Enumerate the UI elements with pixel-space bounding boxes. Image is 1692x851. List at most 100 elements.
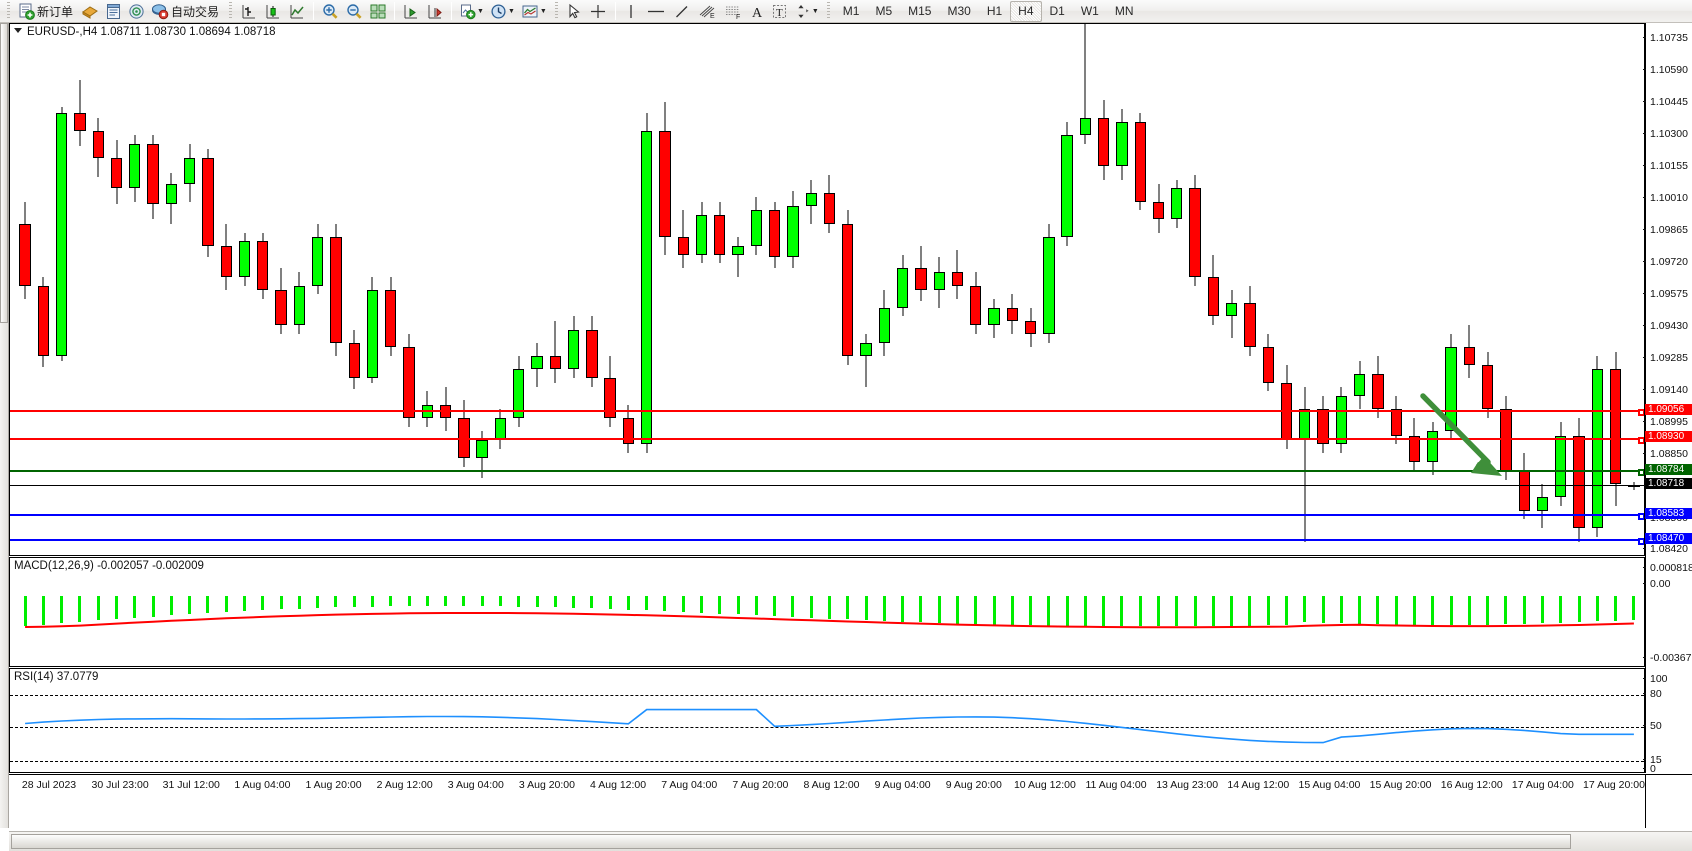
macd-bar xyxy=(133,596,137,618)
bar-chart-button[interactable] xyxy=(237,1,261,22)
tile-windows-button[interactable] xyxy=(366,1,390,22)
macd-bar xyxy=(261,596,265,611)
svg-text:A: A xyxy=(752,6,763,20)
candle xyxy=(1555,422,1567,507)
timeframe-d1[interactable]: D1 xyxy=(1049,4,1065,18)
candle-body xyxy=(805,192,817,207)
horizontal-scrollbar[interactable] xyxy=(9,831,1692,851)
time-tick: 3 Aug 04:00 xyxy=(447,779,504,791)
macd-pane[interactable]: MACD(12,26,9) -0.002057 -0.002009 xyxy=(9,557,1645,667)
macd-bar xyxy=(1504,596,1508,625)
rsi-tick: 80 xyxy=(1643,689,1692,699)
text-box-icon: T xyxy=(772,4,786,19)
trendline-button[interactable] xyxy=(670,1,694,22)
candle-body xyxy=(1372,373,1384,410)
timeframe-m5[interactable]: M5 xyxy=(875,4,893,18)
price-tick: 1.09575 xyxy=(1643,289,1692,300)
crosshair-button[interactable] xyxy=(585,1,611,22)
toolbar-separator-2 xyxy=(394,2,396,20)
candle-body xyxy=(695,214,708,255)
support-blue-1-line[interactable] xyxy=(10,513,1644,521)
toolbar-grip-2[interactable] xyxy=(227,2,235,20)
period-button[interactable]: ▼ xyxy=(487,1,518,22)
arrows-button[interactable]: ▼ xyxy=(791,1,822,22)
timeframe-h4[interactable]: H4 xyxy=(1010,0,1042,22)
support-green-line[interactable] xyxy=(10,469,1644,477)
shift-end-icon xyxy=(404,4,418,18)
toolbar-grip-4[interactable] xyxy=(824,2,832,20)
left-scrollbar[interactable] xyxy=(0,23,9,828)
elliott-wave-button[interactable]: E xyxy=(694,1,720,22)
toolbar-grip-1[interactable] xyxy=(5,2,12,20)
timeframe-w1[interactable]: W1 xyxy=(1080,4,1099,18)
candlestick-chart-button[interactable] xyxy=(261,1,285,22)
fibonacci-button[interactable]: F xyxy=(720,1,746,22)
timeframe-h1[interactable]: H1 xyxy=(986,4,1003,18)
resistance-1-handle[interactable] xyxy=(1638,409,1644,416)
auto-trading-button[interactable]: 自动交易 xyxy=(148,1,224,22)
auto-scroll-button[interactable] xyxy=(423,1,447,22)
time-axis[interactable]: 28 Jul 2023 30 Jul 23:00 31 Jul 12:00 1 Aug… xyxy=(9,774,1645,828)
cursor-button[interactable] xyxy=(563,1,585,22)
candle xyxy=(604,356,616,427)
line-chart-button[interactable] xyxy=(285,1,309,22)
templates-dropdown-arrow[interactable]: ▼ xyxy=(539,7,547,15)
timeframe-m15[interactable]: M15 xyxy=(908,4,932,18)
candle xyxy=(202,148,214,257)
chart-menu-caret-icon[interactable] xyxy=(14,28,22,33)
text-box-button[interactable]: T xyxy=(768,1,791,22)
add-indicator-dropdown-arrow[interactable]: ▼ xyxy=(477,7,484,15)
rsi-path xyxy=(25,708,1634,744)
add-indicator-button[interactable]: ▼ xyxy=(456,1,487,22)
cursor-icon xyxy=(569,3,580,18)
support-blue-2-handle[interactable] xyxy=(1638,538,1644,546)
vertical-line-button[interactable] xyxy=(620,1,642,22)
zoom-in-button[interactable] xyxy=(318,1,342,22)
text-label-button[interactable]: A xyxy=(746,1,768,22)
timeframe-m30[interactable]: M30 xyxy=(947,4,971,18)
left-scrollbar-thumb[interactable] xyxy=(0,23,8,323)
macd-bar xyxy=(1595,596,1599,622)
trend-arrow-annotation[interactable] xyxy=(10,24,1645,556)
new-order-button[interactable]: 新订单 xyxy=(15,1,78,22)
resistance-1-line[interactable] xyxy=(10,409,1644,416)
shift-end-button[interactable] xyxy=(399,1,423,22)
price-pane[interactable]: EURUSD-,H4 1.08711 1.08730 1.08694 1.087… xyxy=(9,23,1645,556)
candle xyxy=(1189,175,1201,286)
navigator-icon xyxy=(129,3,144,19)
candle xyxy=(1445,334,1457,441)
expert-advisors-button[interactable] xyxy=(78,1,102,22)
candle xyxy=(494,409,507,449)
timeframe-mn[interactable]: MN xyxy=(1114,4,1134,18)
horizontal-line-button[interactable] xyxy=(642,1,670,22)
data-window-button[interactable] xyxy=(102,1,125,22)
templates-button[interactable]: ▼ xyxy=(518,1,550,22)
macd-bar xyxy=(1358,596,1362,624)
macd-bar xyxy=(1376,596,1380,625)
add-indicator-icon xyxy=(461,4,476,19)
navigator-button[interactable] xyxy=(125,1,148,22)
support-blue-1-handle[interactable] xyxy=(1638,513,1644,521)
arrows-dropdown-arrow[interactable]: ▼ xyxy=(811,7,819,15)
current-price-line[interactable] xyxy=(10,484,1644,486)
candle-wick xyxy=(554,320,556,383)
horizontal-scrollbar-thumb[interactable] xyxy=(11,834,1571,849)
candle-body xyxy=(567,329,580,370)
candle xyxy=(988,298,1000,339)
arrows-icon xyxy=(798,4,809,18)
toolbar-separator-4 xyxy=(614,2,616,20)
rsi-pane[interactable]: RSI(14) 37.0779 xyxy=(9,668,1645,773)
timeframe-m1[interactable]: M1 xyxy=(842,4,860,18)
support-blue-2-line[interactable] xyxy=(10,538,1644,546)
macd-signal-path xyxy=(25,612,1634,629)
period-dropdown-arrow[interactable]: ▼ xyxy=(507,7,515,15)
support-green-handle[interactable] xyxy=(1638,469,1644,477)
zoom-out-button[interactable] xyxy=(342,1,366,22)
toolbar-grip-3[interactable] xyxy=(552,2,560,20)
macd-bar xyxy=(407,596,411,607)
macd-bar xyxy=(96,596,100,621)
candle-body xyxy=(714,214,726,255)
resistance-2-line[interactable] xyxy=(10,436,1644,444)
resistance-2-handle[interactable] xyxy=(1638,436,1644,444)
